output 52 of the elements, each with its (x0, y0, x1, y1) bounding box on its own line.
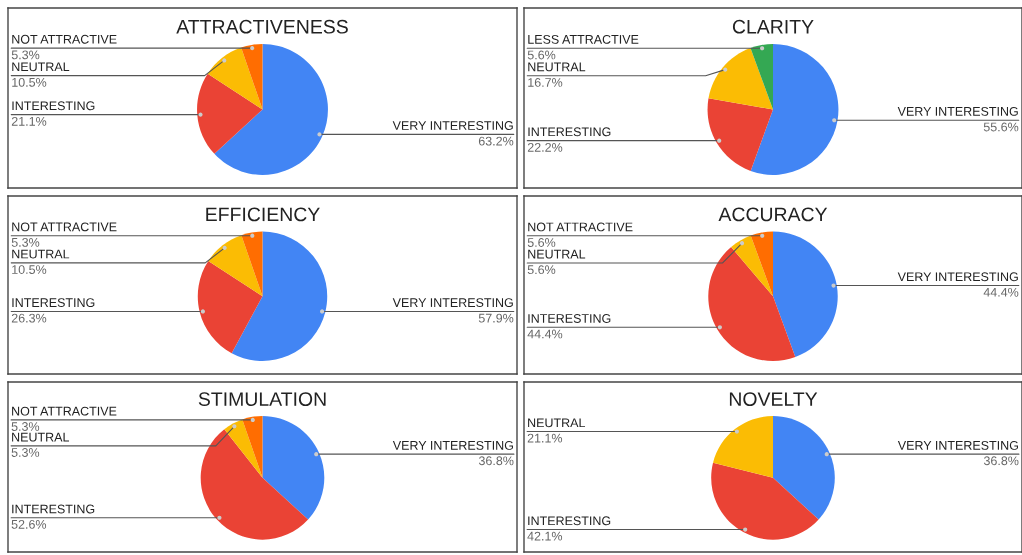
slice-label: INTERESTING (12, 101, 95, 111)
slice-label: LESS ATTRACTIVE (528, 34, 639, 44)
data-label: 26.3% (11, 313, 47, 323)
slice-label: INTERESTING (528, 314, 611, 323)
data-label: 44.4% (527, 329, 563, 339)
slice-label: NOT ATTRACTIVE (12, 222, 117, 232)
slice-label: NEUTRAL (528, 62, 586, 72)
slice-label: NEUTRAL (528, 249, 586, 259)
data-label: 10.5% (12, 77, 47, 87)
slice-label: INTERESTING (12, 504, 95, 514)
slice-label: INTERESTING (528, 127, 611, 137)
data-label: 52.6% (11, 519, 47, 529)
chart-title: NOVELTY (729, 392, 818, 406)
data-label: 63.2% (478, 136, 514, 146)
slice-label: INTERESTING (12, 298, 95, 308)
data-label: 5.6% (527, 265, 556, 275)
data-label: 5.3% (11, 50, 40, 60)
data-label: 5.6% (527, 50, 556, 60)
data-label: 57.9% (478, 313, 514, 323)
slice-label: NEUTRAL (12, 62, 70, 72)
chart-title: CLARITY (732, 19, 814, 34)
slice-label: VERY INTERESTING (392, 440, 513, 450)
chart-title: ACCURACY (718, 207, 828, 222)
chart-title: ATTRACTIVENESS (176, 19, 348, 34)
slice-label: NOT ATTRACTIVE (12, 406, 117, 416)
data-label: 10.5% (12, 265, 47, 274)
data-label: 5.3% (11, 237, 40, 247)
slice-label: NEUTRAL (12, 249, 70, 259)
slice-label: VERY INTERESTING (392, 298, 513, 308)
chart-title: EFFICIENCY (206, 207, 320, 222)
slice-label: VERY INTERESTING (897, 272, 1018, 282)
slice-label: VERY INTERESTING (897, 440, 1018, 450)
data-label: 5.3% (11, 422, 40, 431)
data-label: 5.3% (11, 448, 40, 457)
data-label: 42.1% (527, 531, 563, 541)
slice-label: VERY INTERESTING (392, 121, 513, 130)
slice-label: NOT ATTRACTIVE (528, 222, 633, 232)
slice-label: NEUTRAL (12, 432, 70, 442)
slice-label: INTERESTING (528, 516, 611, 526)
slice-label: NOT ATTRACTIVE (12, 34, 117, 44)
data-label: 44.4% (983, 287, 1019, 297)
data-label: 55.6% (983, 122, 1019, 132)
data-label: 5.6% (527, 238, 556, 247)
data-label: 36.8% (478, 456, 514, 466)
data-label: 21.1% (527, 433, 563, 443)
data-label: 21.1% (11, 116, 47, 126)
slice-label: NEUTRAL (528, 418, 586, 428)
slice-label: VERY INTERESTING (897, 106, 1018, 116)
data-label: 36.8% (983, 456, 1019, 466)
data-label: 16.7% (528, 78, 563, 87)
chart-title: STIMULATION (198, 392, 326, 406)
data-label: 22.2% (527, 142, 563, 152)
